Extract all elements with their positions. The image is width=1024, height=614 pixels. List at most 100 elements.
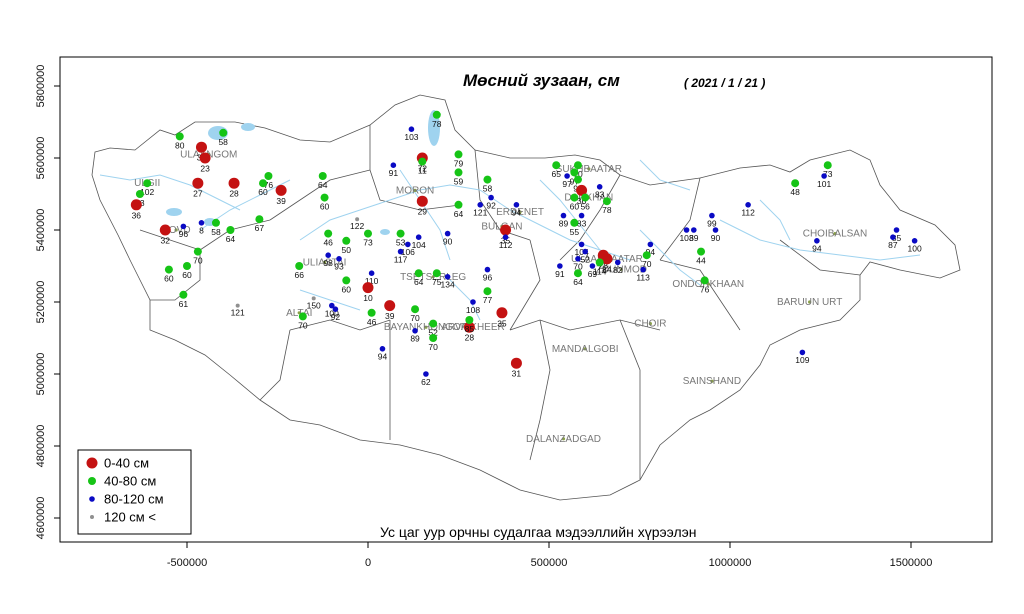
station-marker: [179, 290, 188, 299]
x-tick-label: 500000: [531, 557, 568, 569]
map-title: Мөсний зузаан, см: [463, 71, 620, 90]
station-label: 66: [294, 270, 304, 280]
station-marker: [193, 247, 202, 256]
station-label: 114: [593, 266, 607, 276]
station-label: 65: [552, 169, 562, 179]
station-label: 35: [501, 236, 511, 246]
station-label: 98: [323, 258, 333, 268]
station-label: 31: [512, 369, 522, 379]
station-marker: [396, 229, 405, 238]
station-marker: [336, 255, 342, 262]
station-marker: [342, 276, 351, 285]
station-label: 93: [334, 262, 344, 272]
station-marker: [582, 248, 588, 255]
station-label: 61: [179, 299, 189, 309]
station-marker: [911, 238, 918, 244]
station-marker: [712, 227, 719, 233]
station-marker: [444, 230, 451, 237]
city-marker: [322, 260, 327, 264]
station-marker: [477, 202, 484, 208]
city-label: DALANZADGAD: [526, 434, 601, 445]
station-marker: [595, 258, 604, 267]
station-marker: [470, 299, 476, 305]
station-label: 85: [465, 324, 475, 334]
station-marker: [483, 287, 492, 296]
city-marker: [808, 300, 812, 304]
station-label: 89: [559, 218, 569, 228]
station-label: 67: [255, 223, 265, 233]
station-label: 46: [323, 238, 333, 248]
station-label: 72: [418, 164, 428, 174]
legend-marker: [86, 457, 98, 469]
source-footer: Ус цаг уур орчны судалгаа мэдээллийн хүр…: [380, 524, 697, 540]
station-marker: [483, 175, 492, 184]
legend-marker: [89, 496, 95, 502]
station-label: 46: [367, 317, 377, 327]
station-label: 121: [231, 308, 245, 318]
station-marker: [484, 266, 491, 273]
station-label: 56: [580, 202, 590, 212]
city-label: ZUUNMOD: [596, 265, 647, 276]
station-marker: [570, 218, 579, 227]
station-marker: [496, 307, 508, 319]
city-label: TSETSERLEG: [400, 272, 466, 283]
station-label: 70: [193, 256, 203, 266]
station-label: 60: [258, 187, 268, 197]
station-marker: [640, 266, 646, 273]
station-label: 104: [412, 240, 426, 250]
station-marker: [560, 212, 567, 219]
station-marker: [454, 168, 463, 177]
city-marker: [583, 347, 587, 351]
station-label: 108: [466, 305, 480, 315]
y-tick-label: 5800000: [35, 65, 47, 108]
station-marker: [576, 184, 588, 196]
station-marker: [642, 251, 651, 260]
station-marker: [463, 321, 475, 333]
station-marker: [379, 346, 386, 352]
station-marker: [199, 152, 211, 164]
station-label: 100: [908, 244, 922, 254]
station-marker: [143, 179, 152, 188]
legend-label: 40-80 см: [104, 474, 156, 489]
station-marker: [342, 236, 351, 245]
station-label: 83: [577, 218, 587, 228]
station-label: 58: [483, 184, 493, 194]
station-label: 62: [421, 377, 431, 387]
y-tick-label: 5200000: [35, 281, 47, 324]
legend-label: 0-40 см: [104, 456, 149, 471]
station-label: 112: [499, 240, 513, 250]
x-tick-label: 1000000: [709, 557, 752, 569]
city-label: BAYANKHONGOR: [384, 322, 468, 333]
station-label: 100: [325, 308, 339, 318]
city-marker: [174, 228, 178, 232]
station-marker: [429, 334, 438, 342]
legend-label: 80-120 см: [104, 492, 164, 507]
station-label: 36: [132, 210, 142, 220]
station-marker: [415, 234, 422, 240]
city-label: SAINSHAND: [683, 376, 741, 387]
cities-layer: ULAANGOMULGIIHOVDULIASTAIALTAIMORONTSETS…: [134, 149, 867, 444]
station-marker: [573, 269, 582, 278]
station-label: 97: [562, 179, 572, 189]
city-label: ERDENET: [496, 207, 544, 218]
station-label: 10: [363, 293, 373, 303]
city-label: BARUUN URT: [777, 297, 842, 308]
city-marker: [710, 379, 714, 383]
station-label: 134: [441, 280, 455, 290]
station-label: 109: [795, 355, 809, 365]
station-marker: [130, 199, 142, 211]
station-label: 103: [679, 233, 693, 243]
station-label: 70: [428, 342, 438, 352]
station-label: 64: [226, 234, 236, 244]
x-tick-label: -500000: [167, 557, 207, 569]
station-label: 91: [389, 168, 399, 178]
country-outline: [91, 94, 961, 501]
station-label: 60: [164, 274, 174, 284]
station-marker: [195, 141, 207, 153]
station-marker: [500, 224, 512, 236]
station-label: 23: [200, 164, 210, 174]
station-marker: [444, 274, 451, 280]
station-marker: [228, 177, 240, 189]
station-label: 60: [342, 284, 352, 294]
